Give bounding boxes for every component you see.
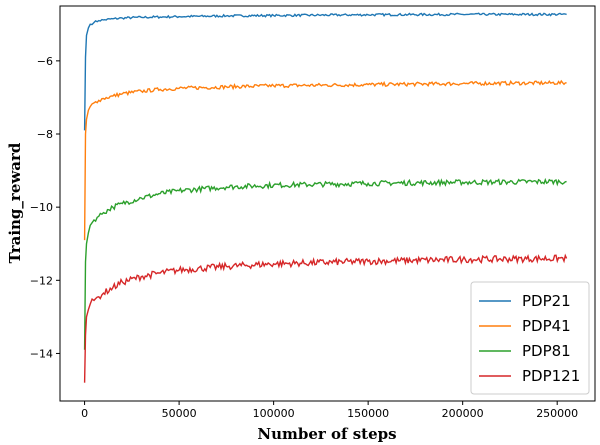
x-tick-label: 50000 bbox=[162, 407, 197, 420]
legend-items: PDP21 PDP41 PDP81 PDP121 bbox=[479, 292, 580, 385]
legend-label: PDP21 bbox=[522, 292, 571, 310]
x-tick-label: 100000 bbox=[253, 407, 295, 420]
series-line-pdp41 bbox=[83, 79, 567, 241]
y-axis-label: Traing_reward bbox=[6, 142, 24, 263]
y-tick-label: −8 bbox=[37, 128, 53, 141]
x-tick-label: 200000 bbox=[442, 407, 484, 420]
y-tick-label: −6 bbox=[37, 55, 53, 68]
legend-label: PDP41 bbox=[522, 317, 571, 335]
legend-label: PDP121 bbox=[522, 367, 580, 385]
series-line-pdp81 bbox=[83, 177, 567, 350]
x-tick-label: 0 bbox=[81, 407, 88, 420]
series-line-pdp21 bbox=[83, 12, 567, 131]
legend-label: PDP81 bbox=[522, 342, 571, 360]
series-lines bbox=[83, 12, 568, 383]
x-axis-label: Number of steps bbox=[257, 425, 396, 443]
y-tick-label: −12 bbox=[30, 274, 53, 287]
y-axis: −14 −12 −10 −8 −6 bbox=[30, 55, 60, 360]
legend-box bbox=[470, 281, 590, 395]
series-line-pdp121 bbox=[83, 253, 568, 383]
x-axis: 0 50000 100000 150000 200000 250000 bbox=[81, 401, 578, 420]
x-tick-label: 250000 bbox=[536, 407, 578, 420]
y-tick-label: −10 bbox=[30, 201, 53, 214]
y-tick-label: −14 bbox=[30, 347, 53, 360]
x-tick-label: 150000 bbox=[347, 407, 389, 420]
legend: PDP21 PDP41 PDP81 PDP121 bbox=[470, 281, 590, 395]
